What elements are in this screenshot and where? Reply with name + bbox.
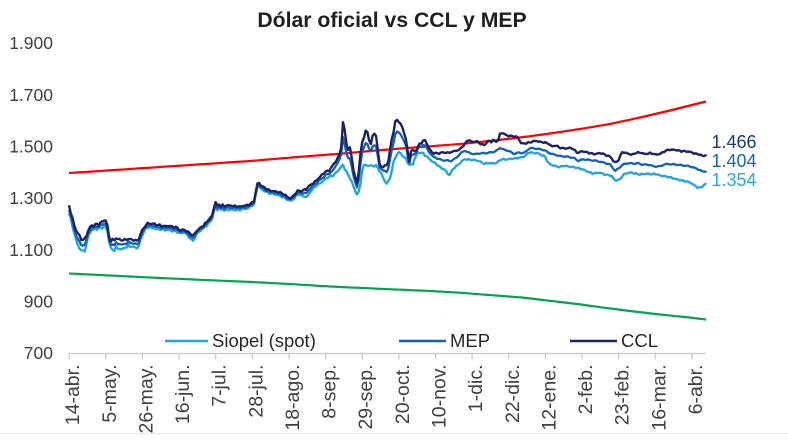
svg-text:28-jul.: 28-jul. [245,365,267,418]
svg-text:1.900: 1.900 [9,33,53,53]
svg-text:23-feb.: 23-feb. [612,365,634,426]
svg-text:5-may.: 5-may. [99,365,121,423]
svg-text:22-dic.: 22-dic. [502,365,524,424]
svg-text:20-oct.: 20-oct. [392,365,414,425]
svg-text:1.300: 1.300 [9,188,53,208]
svg-text:16-mar.: 16-mar. [648,365,670,431]
svg-text:CCL: CCL [621,330,658,351]
svg-text:1.500: 1.500 [9,137,53,157]
svg-text:Dólar oficial vs CCL y MEP: Dólar oficial vs CCL y MEP [257,9,526,32]
svg-text:10-nov.: 10-nov. [429,365,451,429]
svg-text:700: 700 [24,343,53,363]
svg-text:1-dic.: 1-dic. [465,365,487,413]
svg-text:18-ago.: 18-ago. [282,365,304,431]
svg-text:14-abr.: 14-abr. [62,365,84,426]
svg-text:1.466: 1.466 [712,132,757,152]
svg-text:8-sep.: 8-sep. [319,365,341,419]
svg-text:12-ene.: 12-ene. [538,365,560,431]
svg-text:26-may.: 26-may. [136,365,158,434]
svg-text:29-sep.: 29-sep. [355,365,377,430]
svg-text:1.700: 1.700 [9,85,53,105]
svg-text:1.100: 1.100 [9,240,53,260]
svg-text:MEP: MEP [450,330,490,351]
svg-text:1.354: 1.354 [712,170,757,190]
svg-text:Siopel (spot): Siopel (spot) [212,330,316,351]
svg-text:16-jun.: 16-jun. [172,365,194,425]
svg-text:7-jul.: 7-jul. [209,365,231,407]
svg-text:900: 900 [24,292,53,312]
svg-text:1.404: 1.404 [712,151,757,171]
svg-text:6-abr.: 6-abr. [685,365,707,415]
svg-text:2-feb.: 2-feb. [575,365,597,415]
